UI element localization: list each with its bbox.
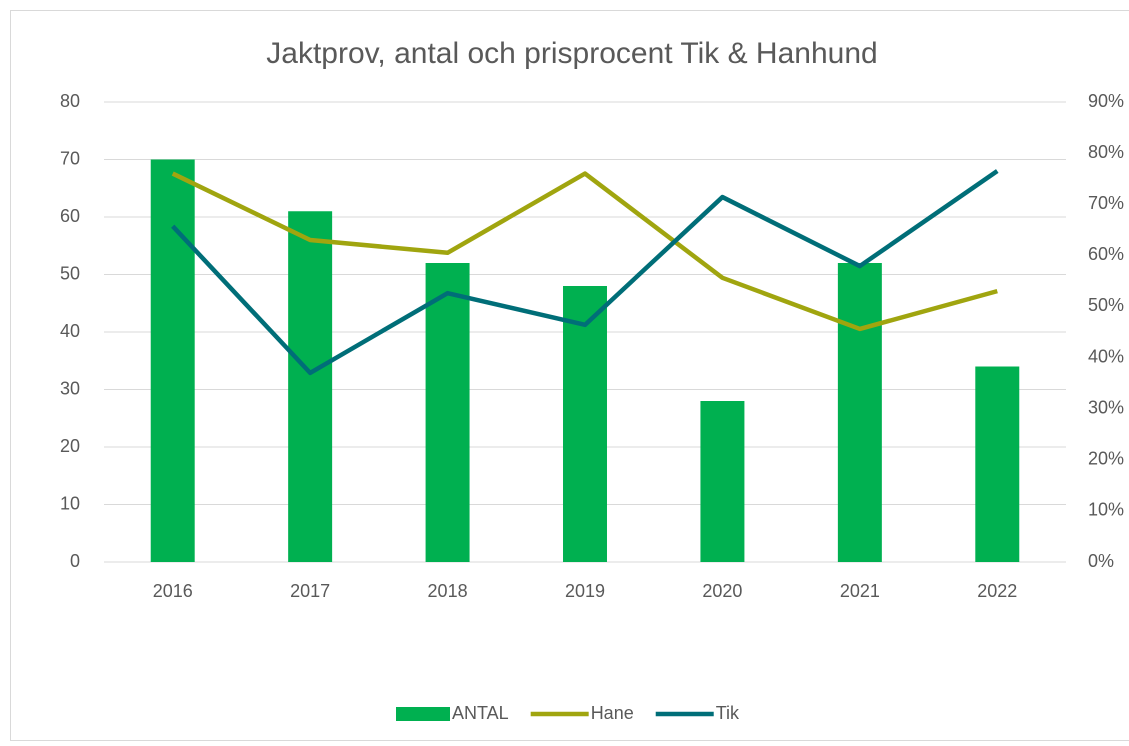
- y-tick-label: 0: [70, 551, 80, 571]
- bar: [563, 286, 607, 562]
- bar: [288, 211, 333, 562]
- x-tick-label: 2017: [290, 581, 330, 601]
- y2-tick-label: 20%: [1088, 449, 1124, 469]
- y-tick-label: 50: [60, 263, 80, 283]
- y2-tick-label: 70%: [1088, 193, 1124, 213]
- y-tick-label: 10: [60, 493, 80, 513]
- bar: [975, 366, 1020, 562]
- x-tick-label: 2022: [977, 581, 1017, 601]
- legend-label: ANTAL: [452, 703, 509, 723]
- chart-title: Jaktprov, antal och prisprocent Tik & Ha…: [266, 37, 877, 70]
- bar: [837, 263, 882, 562]
- y-tick-label: 70: [60, 148, 80, 168]
- y2-tick-label: 40%: [1088, 346, 1124, 366]
- y2-tick-label: 0%: [1088, 551, 1114, 571]
- bar: [150, 159, 195, 562]
- y-tick-label: 40: [60, 321, 80, 341]
- x-tick-label: 2019: [565, 581, 605, 601]
- y2-tick-label: 10%: [1088, 500, 1124, 520]
- y2-tick-label: 50%: [1088, 295, 1124, 315]
- y-tick-label: 20: [60, 436, 80, 456]
- x-tick-label: 2020: [702, 581, 742, 601]
- y2-tick-label: 30%: [1088, 397, 1124, 417]
- x-tick-label: 2021: [840, 581, 880, 601]
- y2-tick-label: 90%: [1088, 91, 1124, 111]
- legend-swatch: [396, 707, 450, 721]
- line: [171, 169, 999, 376]
- y2-tick-label: 60%: [1088, 244, 1124, 264]
- line: [171, 171, 998, 332]
- x-tick-label: 2016: [153, 581, 193, 601]
- y-tick-label: 60: [60, 206, 80, 226]
- y2-tick-label: 80%: [1088, 142, 1124, 162]
- x-tick-label: 2018: [428, 581, 468, 601]
- legend-label: Tik: [716, 703, 740, 723]
- legend-label: Hane: [591, 703, 634, 723]
- y-tick-label: 80: [60, 91, 80, 111]
- bar: [425, 263, 470, 562]
- y-tick-label: 30: [60, 378, 80, 398]
- bar: [700, 401, 745, 562]
